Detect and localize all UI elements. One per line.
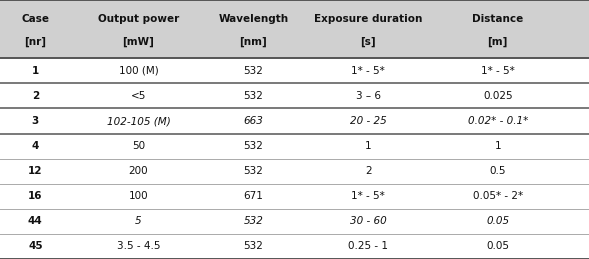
- Text: Case: Case: [21, 14, 49, 24]
- Text: 532: 532: [243, 66, 263, 76]
- Text: 1* - 5*: 1* - 5*: [351, 66, 385, 76]
- Text: 1* - 5*: 1* - 5*: [351, 191, 385, 201]
- Text: 1: 1: [365, 141, 372, 151]
- Text: 200: 200: [128, 166, 148, 176]
- Text: [nm]: [nm]: [239, 37, 267, 47]
- Text: 12: 12: [28, 166, 42, 176]
- Bar: [0, 58, 589, 83]
- Text: 671: 671: [243, 191, 263, 201]
- Text: 100 (M): 100 (M): [118, 66, 158, 76]
- Text: 0.25 - 1: 0.25 - 1: [348, 241, 388, 251]
- Text: 5: 5: [135, 216, 142, 226]
- Text: 0.02* - 0.1*: 0.02* - 0.1*: [468, 116, 528, 126]
- Text: 1: 1: [32, 66, 39, 76]
- Text: 50: 50: [132, 141, 145, 151]
- Bar: [0, 83, 589, 109]
- Text: 663: 663: [243, 116, 263, 126]
- Text: 3 – 6: 3 – 6: [356, 91, 380, 101]
- Text: 2: 2: [365, 166, 372, 176]
- Bar: [0, 134, 589, 159]
- Text: [s]: [s]: [360, 37, 376, 47]
- Text: 16: 16: [28, 191, 42, 201]
- Text: 532: 532: [243, 141, 263, 151]
- Text: 44: 44: [28, 216, 43, 226]
- Bar: [0, 234, 589, 259]
- Text: 2: 2: [32, 91, 39, 101]
- Text: 102-105 (M): 102-105 (M): [107, 116, 170, 126]
- Text: 3.5 - 4.5: 3.5 - 4.5: [117, 241, 160, 251]
- Text: 3: 3: [32, 116, 39, 126]
- Text: 100: 100: [128, 191, 148, 201]
- Text: 0.5: 0.5: [489, 166, 506, 176]
- Text: [m]: [m]: [488, 37, 508, 47]
- Text: 0.05: 0.05: [486, 216, 509, 226]
- Text: 532: 532: [243, 241, 263, 251]
- Text: 0.05: 0.05: [486, 241, 509, 251]
- Text: Exposure duration: Exposure duration: [314, 14, 422, 24]
- Text: [nr]: [nr]: [24, 37, 47, 47]
- Text: Wavelength: Wavelength: [218, 14, 289, 24]
- Text: 1* - 5*: 1* - 5*: [481, 66, 515, 76]
- Bar: [0, 184, 589, 209]
- Text: 0.05* - 2*: 0.05* - 2*: [472, 191, 523, 201]
- Text: 532: 532: [243, 91, 263, 101]
- Text: 20 - 25: 20 - 25: [350, 116, 386, 126]
- Text: 1: 1: [494, 141, 501, 151]
- Text: 4: 4: [32, 141, 39, 151]
- Text: 532: 532: [243, 166, 263, 176]
- Bar: [0, 0, 589, 58]
- Text: 532: 532: [243, 216, 263, 226]
- Bar: [0, 109, 589, 134]
- Text: Output power: Output power: [98, 14, 179, 24]
- Text: [mW]: [mW]: [123, 37, 154, 47]
- Bar: [0, 159, 589, 184]
- Text: Distance: Distance: [472, 14, 524, 24]
- Bar: [0, 209, 589, 234]
- Text: 45: 45: [28, 241, 42, 251]
- Text: <5: <5: [131, 91, 146, 101]
- Text: 30 - 60: 30 - 60: [350, 216, 386, 226]
- Text: 0.025: 0.025: [483, 91, 512, 101]
